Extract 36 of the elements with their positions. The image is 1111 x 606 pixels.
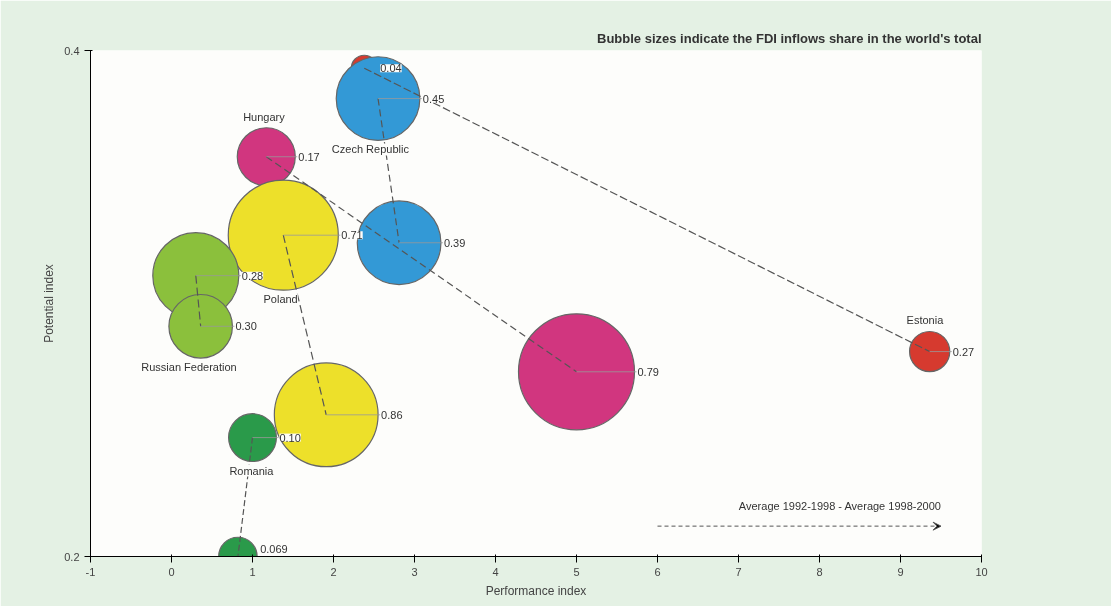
x-axis-title: Performance index bbox=[485, 583, 587, 598]
x-tick-label: 10 bbox=[975, 565, 988, 578]
annotation: 0.79 bbox=[637, 365, 659, 378]
x-tick-label: 0 bbox=[168, 565, 175, 578]
x-tick-label: 7 bbox=[735, 565, 742, 578]
series-label: Russian Federation bbox=[141, 361, 237, 374]
annotation: 0.069 bbox=[260, 542, 288, 555]
x-tick-label: 3 bbox=[411, 565, 418, 578]
annotation: 0.28 bbox=[241, 269, 264, 282]
y-tick-label: 0.2 bbox=[64, 550, 80, 563]
x-tick-label: 1 bbox=[249, 565, 256, 578]
annotation: 0.04 bbox=[380, 62, 402, 75]
x-tick-label: -1 bbox=[85, 565, 96, 578]
series-label: Hungary bbox=[243, 110, 286, 123]
series-label: Poland bbox=[263, 293, 298, 306]
annotation: 0.45 bbox=[422, 92, 445, 105]
annotation: 0.39 bbox=[443, 236, 466, 249]
series-label: Romania bbox=[229, 464, 275, 477]
annotation: 0.30 bbox=[235, 320, 257, 333]
x-tick-label: 8 bbox=[816, 565, 823, 578]
series-label: Estonia bbox=[906, 314, 945, 327]
y-tick-label: 0.4 bbox=[64, 44, 80, 57]
x-tick-label: 4 bbox=[492, 565, 499, 578]
x-tick-label: 2 bbox=[330, 565, 337, 578]
y-axis-title: Potential index bbox=[42, 264, 57, 343]
chart-title: Bubble sizes indicate the FDI inflows share in the world's total bbox=[597, 30, 982, 46]
x-tick-label: 5 bbox=[573, 565, 580, 578]
series-label: Czech Republic bbox=[331, 143, 410, 156]
annotation: 0.27 bbox=[952, 345, 975, 358]
annotation: Average 1992-1998 - Average 1998-2000 bbox=[738, 499, 941, 512]
x-tick-label: 6 bbox=[654, 565, 661, 578]
x-tick-label: 9 bbox=[897, 565, 904, 578]
annotation: 0.10 bbox=[279, 431, 301, 444]
annotation: 0.71 bbox=[341, 229, 363, 242]
annotation: 0.17 bbox=[298, 150, 320, 163]
annotation: 0.86 bbox=[381, 408, 403, 421]
